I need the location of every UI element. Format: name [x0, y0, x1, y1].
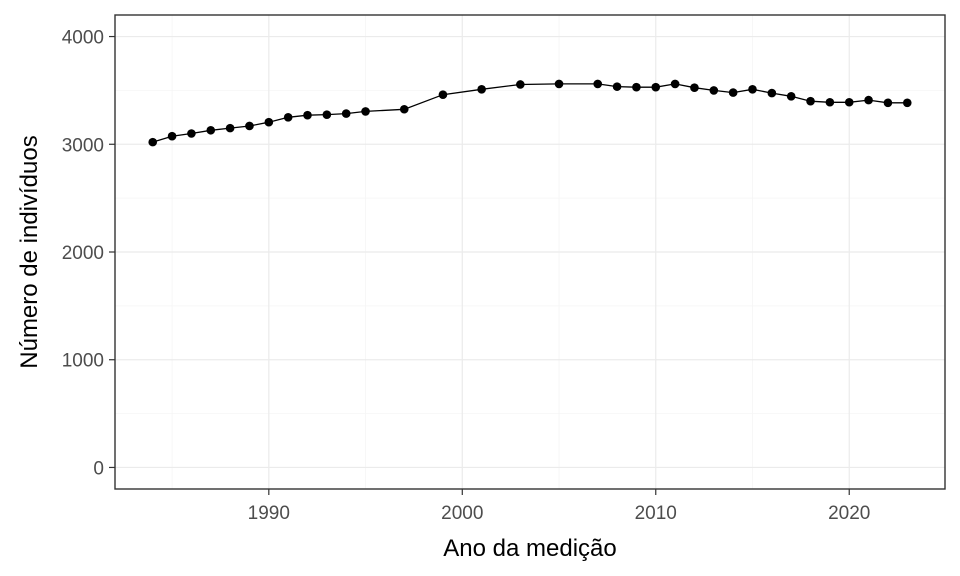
data-point: [225, 123, 235, 133]
y-tick-label: 1000: [62, 351, 104, 372]
data-point: [767, 88, 777, 98]
data-point: [283, 113, 293, 122]
major-gridlines: [115, 15, 945, 489]
data-point: [341, 109, 351, 118]
x-tick-label: 2010: [635, 503, 677, 524]
data-point: [593, 79, 603, 89]
y-axis-title: Número de indivíduos: [16, 135, 43, 368]
axis-ticks: 1990 2000 2010 2020 0 1000 2000 3000 4000: [62, 28, 871, 524]
data-point: [361, 107, 370, 116]
data-point: [399, 104, 409, 114]
y-tick-label: 2000: [62, 243, 104, 264]
data-point: [786, 92, 796, 101]
data-point: [864, 95, 873, 105]
data-point: [477, 85, 486, 94]
series-line: [152, 83, 908, 143]
y-tick-label: 3000: [62, 135, 104, 156]
data-point: [206, 125, 216, 135]
data-point: [883, 98, 893, 108]
data-point: [825, 97, 835, 107]
data-point: [303, 110, 312, 120]
data-point: [844, 97, 854, 107]
data-point: [148, 137, 158, 147]
data-point: [438, 90, 448, 100]
data-point: [806, 96, 815, 106]
data-point: [554, 79, 564, 89]
x-tick-label: 2020: [828, 503, 870, 524]
data-point: [690, 83, 699, 93]
x-tick-label: 2000: [441, 503, 483, 524]
data-point: [264, 117, 274, 127]
data-point: [902, 98, 912, 108]
data-point: [322, 110, 332, 119]
data-point: [748, 85, 757, 94]
x-axis-title: Ano da medição: [443, 535, 616, 562]
y-tick-label: 0: [93, 458, 104, 479]
data-series: [148, 79, 912, 147]
data-point: [187, 129, 196, 138]
data-point: [612, 82, 622, 91]
data-point: [516, 80, 525, 89]
data-point: [670, 79, 680, 89]
data-point: [245, 121, 254, 131]
data-point: [632, 82, 641, 92]
data-point: [728, 88, 738, 97]
data-point: [167, 131, 177, 141]
x-tick-label: 1990: [248, 503, 290, 524]
data-point: [651, 82, 661, 92]
y-tick-label: 4000: [62, 28, 104, 49]
data-point: [709, 86, 719, 95]
